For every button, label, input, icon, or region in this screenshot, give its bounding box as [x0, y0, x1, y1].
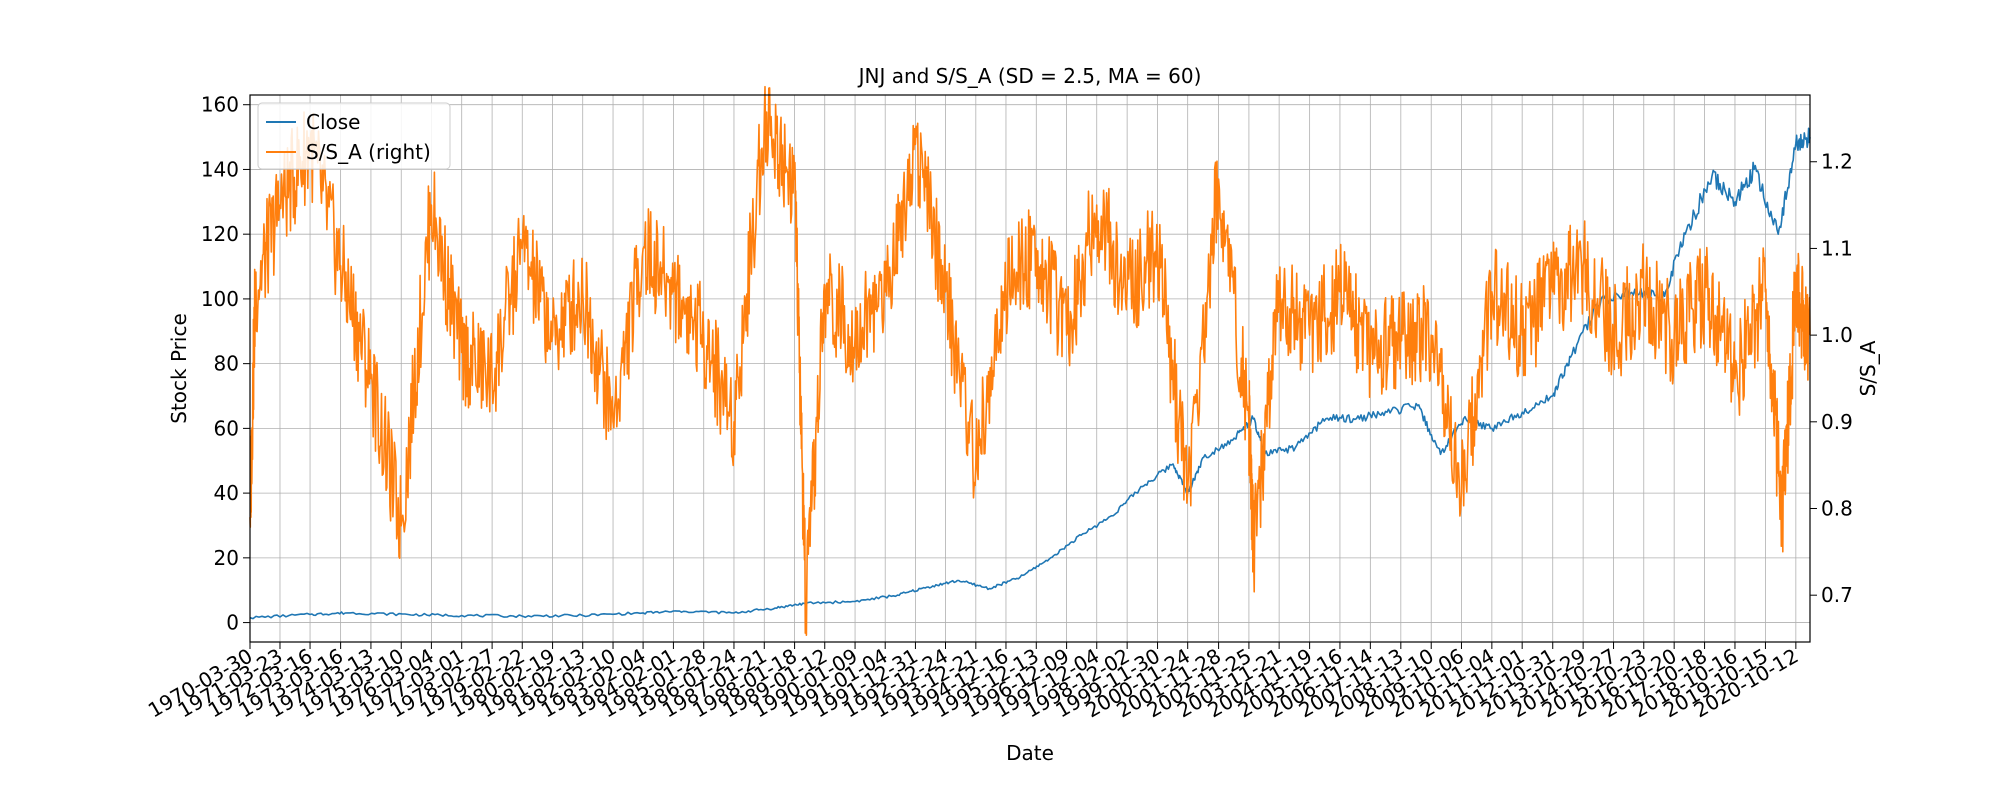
y-tick-label: 80: [214, 352, 239, 376]
y-right-tick-label: 0.7: [1821, 583, 1853, 607]
legend: Close S/S_A (right): [257, 102, 451, 170]
y-tick-label: 100: [201, 287, 239, 311]
y-tick-label: 0: [226, 611, 239, 635]
y-right-tick-label: 0.9: [1821, 410, 1853, 434]
chart-title: JNJ and S/S_A (SD = 2.5, MA = 60): [857, 64, 1202, 88]
y-right-tick-label: 1.1: [1821, 236, 1853, 260]
y-axis-right: 0.7 0.8 0.9 1.0 1.1 1.2: [1810, 150, 1853, 607]
y-tick-label: 20: [214, 546, 239, 570]
y-tick-label: 160: [201, 93, 239, 117]
y-tick-label: 40: [214, 481, 239, 505]
series-ssa-line: [249, 85, 1811, 636]
legend-entry-close: Close: [306, 110, 360, 134]
y-right-tick-label: 1.0: [1821, 323, 1853, 347]
legend-box: [257, 102, 451, 170]
y-right-tick-label: 0.8: [1821, 497, 1853, 521]
plot-frame: [249, 94, 1811, 643]
x-axis-label: Date: [1006, 741, 1054, 765]
series-close-line: [249, 127, 1811, 620]
y-axis-left: 0 20 40 60 80 100 120 140 160: [201, 93, 250, 635]
x-axis: 1970-03-301971-03-231972-03-161973-03-16…: [144, 642, 1802, 722]
y-tick-label: 120: [201, 222, 239, 246]
legend-entry-ssa: S/S_A (right): [306, 140, 431, 164]
y-tick-label: 140: [201, 157, 239, 181]
series: [249, 85, 1811, 636]
y-tick-label: 60: [214, 416, 239, 440]
y-axis-right-label: S/S_A: [1856, 340, 1880, 396]
y-axis-label: Stock Price: [167, 313, 191, 424]
y-right-tick-label: 1.2: [1821, 150, 1853, 174]
